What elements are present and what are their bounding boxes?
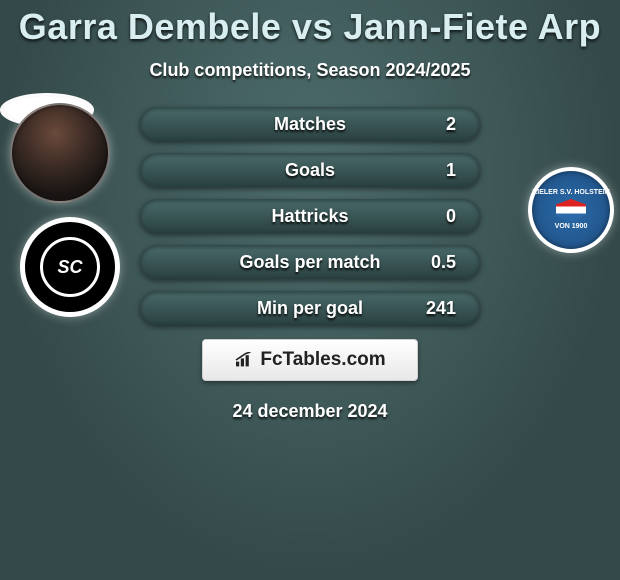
club2-badge: KIELER S.V. HOLSTEIN VON 1900 [528,167,614,253]
stat-value-right: 1 [446,160,456,181]
stat-row: Goals 1 [140,153,480,187]
stat-value-right: 0.5 [431,252,456,273]
player1-photo [10,103,110,203]
brand-text: FcTables.com [260,349,385,371]
club2-ring-bottom: VON 1900 [555,223,588,231]
stat-row: Matches 2 [140,107,480,141]
stat-row: Goals per match 0.5 [140,245,480,279]
stat-label: Goals [164,160,456,181]
date-label: 24 december 2024 [232,401,387,422]
stat-rows: Matches 2 Goals 1 Hattricks 0 Goals per … [140,107,480,325]
stat-row: Min per goal 241 [140,291,480,325]
comparison-area: SC KIELER S.V. HOLSTEIN VON 1900 Matches… [0,93,620,333]
bar-chart-icon [234,352,254,368]
stat-label: Goals per match [164,252,456,273]
stat-label: Hattricks [164,206,456,227]
subtitle: Club competitions, Season 2024/2025 [149,60,470,81]
stat-value-right: 0 [446,206,456,227]
stat-label: Matches [164,114,456,135]
stat-value-right: 2 [446,114,456,135]
club2-ring-top: KIELER S.V. HOLSTEIN [532,189,610,197]
club2-flag-shield [556,199,586,221]
brand-badge[interactable]: FcTables.com [202,339,418,381]
stat-row: Hattricks 0 [140,199,480,233]
club1-monogram: SC [40,237,100,297]
club1-badge: SC [20,217,120,317]
stat-value-right: 241 [426,298,456,319]
page-title: Garra Dembele vs Jann-Fiete Arp [19,6,601,48]
stat-label: Min per goal [164,298,456,319]
